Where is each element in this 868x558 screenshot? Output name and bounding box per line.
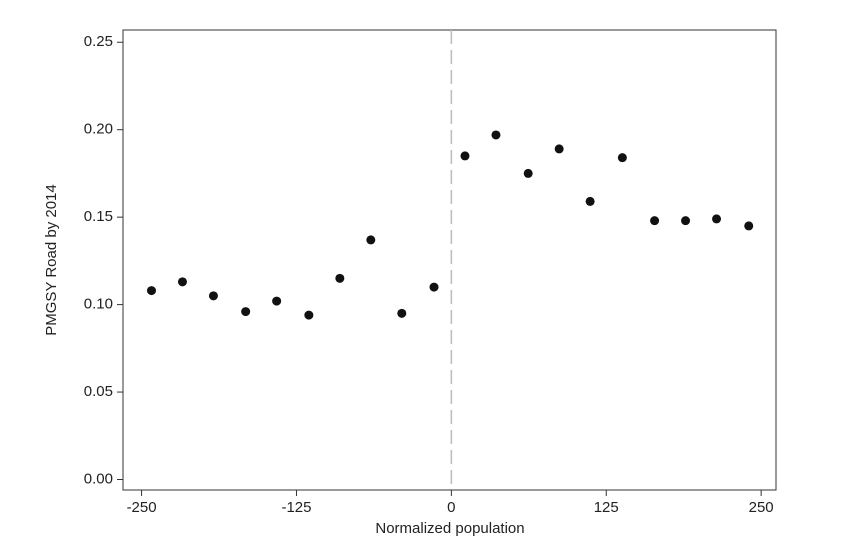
x-tick-label: 0 xyxy=(447,499,455,516)
point xyxy=(397,308,407,318)
x-tick-label: -250 xyxy=(127,499,157,516)
point xyxy=(241,307,251,317)
point xyxy=(554,144,564,154)
y-tick-label: 0.25 xyxy=(84,33,113,50)
point xyxy=(272,296,282,306)
point xyxy=(650,216,660,226)
point xyxy=(208,291,218,301)
point xyxy=(681,216,691,226)
point xyxy=(523,168,533,178)
x-tick-label: 250 xyxy=(749,499,774,516)
point xyxy=(366,235,376,245)
point xyxy=(335,273,345,283)
y-tick-label: 0.20 xyxy=(84,121,113,138)
point xyxy=(491,130,501,140)
x-tick-label: 125 xyxy=(594,499,619,516)
point xyxy=(712,214,722,224)
y-tick-label: 0.10 xyxy=(84,296,113,313)
plot-frame xyxy=(122,29,777,491)
x-tick-label: -125 xyxy=(281,499,311,516)
point xyxy=(304,310,314,320)
y-tick-label: 0.05 xyxy=(84,383,113,400)
point xyxy=(617,153,627,163)
point xyxy=(146,286,156,296)
point xyxy=(585,196,595,206)
point xyxy=(460,151,470,161)
y-tick-label: 0.00 xyxy=(84,470,113,487)
point xyxy=(744,221,754,231)
point xyxy=(177,277,187,287)
y-axis-label: PMGSY Road by 2014 xyxy=(43,184,60,335)
x-axis-label: Normalized population xyxy=(375,520,524,537)
point xyxy=(429,282,439,292)
y-tick-label: 0.15 xyxy=(84,208,113,225)
